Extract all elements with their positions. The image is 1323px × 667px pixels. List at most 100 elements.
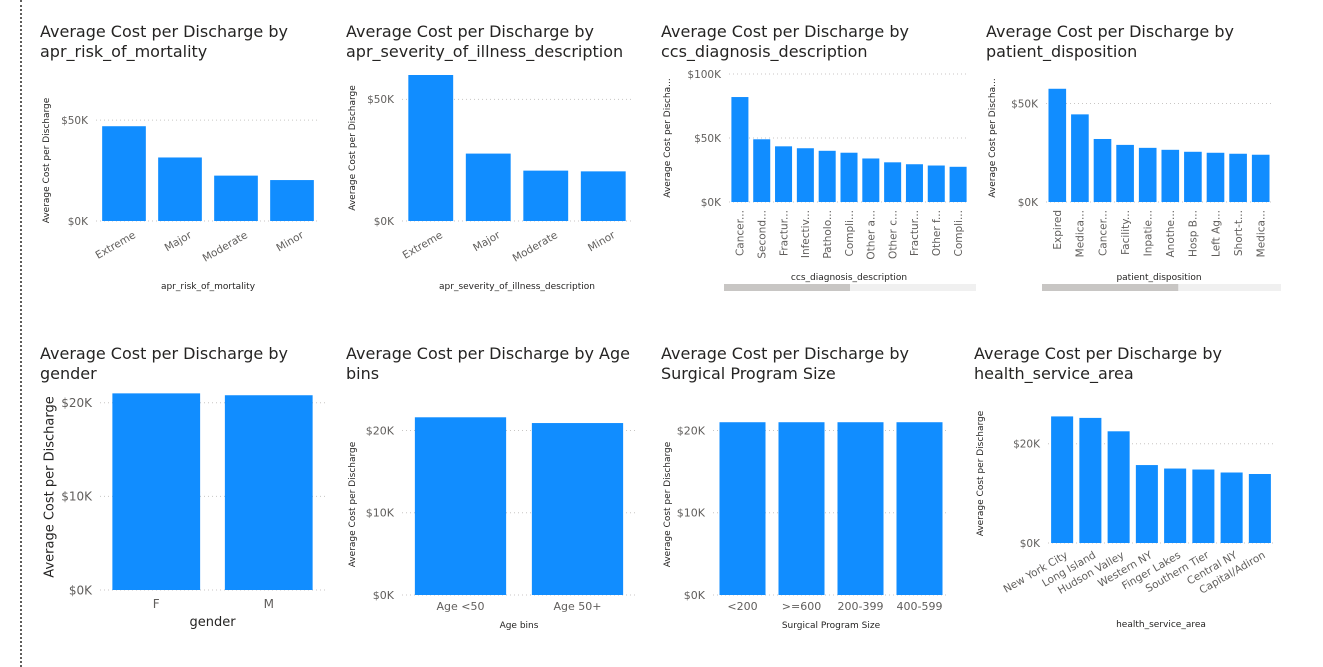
chart-ccs-diagnosis-description[interactable]: Average Cost per Discharge by ccs_diagno… bbox=[661, 22, 976, 322]
chart-age-bins[interactable]: Average Cost per Discharge by Age bins $… bbox=[346, 344, 646, 644]
x-tick-label: Minor bbox=[274, 229, 306, 254]
chart-title: Average Cost per Discharge by apr_risk_o… bbox=[40, 22, 288, 61]
y-axis-title: Average Cost per Discharge bbox=[976, 410, 986, 536]
bar bbox=[158, 157, 202, 221]
x-tick-label: F bbox=[153, 597, 160, 611]
y-axis-title: Average Cost per Discharge bbox=[348, 85, 358, 211]
x-tick-label: Left Ag... bbox=[1210, 210, 1222, 257]
bar bbox=[731, 97, 749, 202]
scrollbar-thumb bbox=[724, 284, 850, 291]
bar bbox=[1251, 154, 1270, 202]
y-tick-label: $0K bbox=[1020, 538, 1041, 550]
x-tick-label: Second... bbox=[757, 210, 769, 259]
y-axis-title: Average Cost per Discharge bbox=[663, 441, 673, 567]
y-tick-label: $0K bbox=[684, 589, 706, 602]
x-tick-label: Moderate bbox=[511, 229, 560, 264]
x-tick-label: >=600 bbox=[782, 600, 821, 613]
scrollbar-thumb bbox=[1042, 284, 1179, 291]
bar bbox=[862, 158, 880, 202]
y-tick-label: $0K bbox=[701, 197, 722, 209]
y-axis-title: Average Cost per Discharge bbox=[43, 396, 58, 577]
bar bbox=[580, 171, 626, 221]
y-tick-label: $20K bbox=[366, 424, 395, 437]
x-tick-label: Cancer... bbox=[735, 210, 747, 256]
bar bbox=[1079, 417, 1102, 543]
y-tick-label: $0K bbox=[373, 589, 395, 602]
x-tick-label: Age 50+ bbox=[554, 600, 602, 613]
bar bbox=[214, 175, 258, 221]
bar bbox=[837, 422, 884, 595]
y-tick-label: $20K bbox=[61, 396, 93, 410]
bar bbox=[523, 170, 569, 221]
y-tick-label: $50K bbox=[367, 94, 395, 106]
chart-gender[interactable]: Average Cost per Discharge by gender $0K… bbox=[40, 344, 340, 644]
bar bbox=[884, 162, 902, 202]
bar bbox=[112, 393, 201, 590]
x-tick-label: Other f... bbox=[931, 210, 943, 256]
y-tick-label: $100K bbox=[687, 69, 722, 81]
x-tick-label: Fractur... bbox=[909, 210, 921, 256]
x-tick-label: Extreme bbox=[94, 229, 138, 261]
bar bbox=[1248, 473, 1271, 543]
bar bbox=[1192, 469, 1215, 543]
bar bbox=[270, 180, 314, 221]
bar bbox=[778, 422, 825, 595]
bar bbox=[719, 422, 766, 595]
y-tick-label: $10K bbox=[366, 507, 395, 520]
bar bbox=[1229, 153, 1247, 202]
chart-plot: $0K $50K Extreme Major Moderate Minor apr_seve… bbox=[348, 75, 632, 292]
x-tick-label: Compli... bbox=[844, 210, 856, 257]
bar bbox=[531, 423, 624, 595]
chart-plot: $0K $50K $100K Cancer... Second... Fractur...… bbox=[663, 69, 976, 291]
chart-apr-severity-of-illness[interactable]: Average Cost per Discharge by apr_severi… bbox=[346, 22, 636, 322]
y-tick-label: $20K bbox=[1013, 438, 1041, 450]
bar bbox=[1071, 114, 1089, 202]
x-tick-label: Facility... bbox=[1120, 210, 1132, 255]
chart-health-service-area[interactable]: Average Cost per Discharge by health_ser… bbox=[974, 344, 1294, 644]
bar bbox=[796, 148, 814, 202]
x-tick-label: Medica... bbox=[1075, 210, 1087, 257]
x-axis-title: ccs_diagnosis_description bbox=[791, 273, 907, 283]
chart-title: Average Cost per Discharge by health_ser… bbox=[974, 344, 1222, 383]
chart-plot: $0K $50K Extreme Major Moderate Minor apr_risk… bbox=[42, 97, 320, 292]
y-tick-label: $0K bbox=[69, 583, 93, 597]
bar bbox=[1093, 138, 1112, 202]
x-tick-label: Other c... bbox=[887, 210, 899, 259]
page-left-border bbox=[20, 0, 22, 667]
bar bbox=[840, 152, 858, 202]
x-tick-label: Short-t... bbox=[1233, 210, 1245, 256]
y-tick-label: $50K bbox=[1011, 98, 1039, 110]
bar bbox=[224, 395, 313, 590]
bar bbox=[1138, 147, 1157, 202]
y-tick-label: $50K bbox=[61, 115, 89, 127]
chart-title: Average Cost per Discharge by gender bbox=[40, 344, 288, 383]
x-axis-title: Surgical Program Size bbox=[782, 621, 881, 631]
x-tick-label: Extreme bbox=[401, 229, 445, 261]
bar bbox=[1107, 431, 1130, 543]
bar bbox=[1161, 149, 1180, 202]
x-tick-label: Cancer... bbox=[1097, 210, 1109, 256]
y-tick-label: $0K bbox=[374, 216, 395, 228]
x-tick-label: Minor bbox=[586, 229, 618, 254]
chart-apr-risk-of-mortality[interactable]: Average Cost per Discharge by apr_risk_o… bbox=[40, 22, 330, 322]
bar bbox=[775, 146, 793, 202]
y-axis-title: Average Cost per Discharge bbox=[42, 97, 52, 223]
bar bbox=[1206, 152, 1225, 202]
x-tick-label: Moderate bbox=[201, 229, 250, 264]
x-tick-label: Age <50 bbox=[437, 600, 485, 613]
x-tick-label: 200-399 bbox=[838, 600, 884, 613]
y-tick-label: $20K bbox=[677, 424, 706, 437]
y-axis-title: Average Cost per Discharge bbox=[348, 441, 358, 567]
x-axis-title: apr_severity_of_illness_description bbox=[439, 282, 595, 292]
bar bbox=[102, 126, 146, 221]
chart-patient-disposition[interactable]: Average Cost per Discharge by patient_di… bbox=[986, 22, 1286, 322]
chart-surgical-program-size[interactable]: Average Cost per Discharge by Surgical P… bbox=[661, 344, 976, 644]
x-tick-label: Fractur... bbox=[778, 210, 790, 256]
y-axis-title: Average Cost per Discha... bbox=[663, 78, 673, 197]
chart-title: Average Cost per Discharge by ccs_diagno… bbox=[661, 22, 909, 61]
x-axis-title: gender bbox=[189, 615, 236, 630]
x-tick-label: 400-599 bbox=[897, 600, 943, 613]
x-tick-label: Compli... bbox=[953, 210, 965, 257]
bar bbox=[414, 417, 507, 595]
